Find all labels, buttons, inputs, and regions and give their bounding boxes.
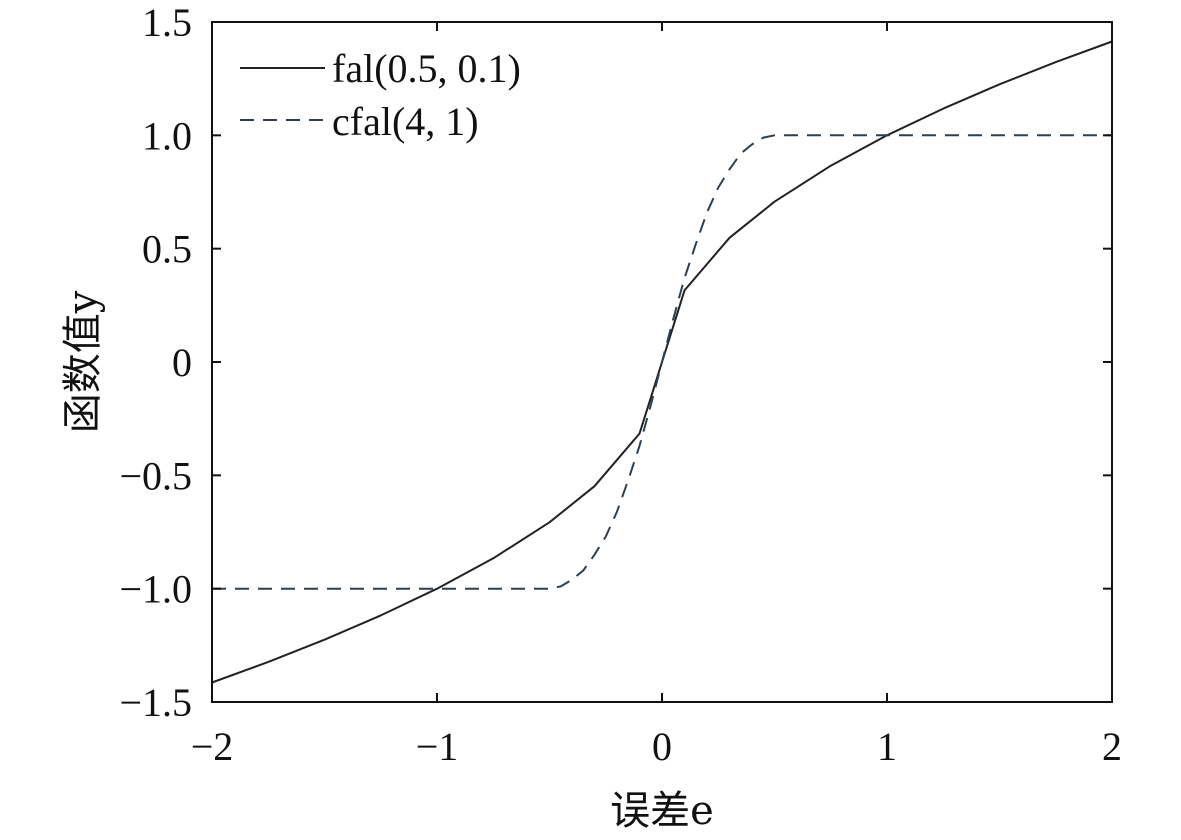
legend-label-fal: fal(0.5, 0.1) [332,46,521,91]
tick-layer: −2 −1 0 1 2 −1.5 −1.0 −0.5 0 0.5 1.0 1.5 [119,0,1122,769]
series-line-cfal [212,134,1112,590]
legend-label-cfal: cfal(4, 1) [332,99,479,144]
y-tick-label: 1.0 [142,113,192,158]
x-tick-label: −1 [416,724,459,769]
y-tick-label: 0.5 [142,227,192,272]
x-axis-label: 误差e [610,788,714,834]
legend: fal(0.5, 0.1) cfal(4, 1) [240,46,521,144]
y-tick-label: 1.5 [142,0,192,45]
series-layer [211,40,1113,684]
y-axis-label: 函数值y [60,290,106,433]
y-tick-label: −1.0 [119,567,192,612]
y-tick-label: −1.5 [119,680,192,725]
y-tick-label: −0.5 [119,453,192,498]
x-tick-label: 1 [877,724,897,769]
x-tick-label: 2 [1102,724,1122,769]
y-tick-label: 0 [172,340,192,385]
x-tick-label: −2 [191,724,234,769]
x-tick-label: 0 [652,724,672,769]
